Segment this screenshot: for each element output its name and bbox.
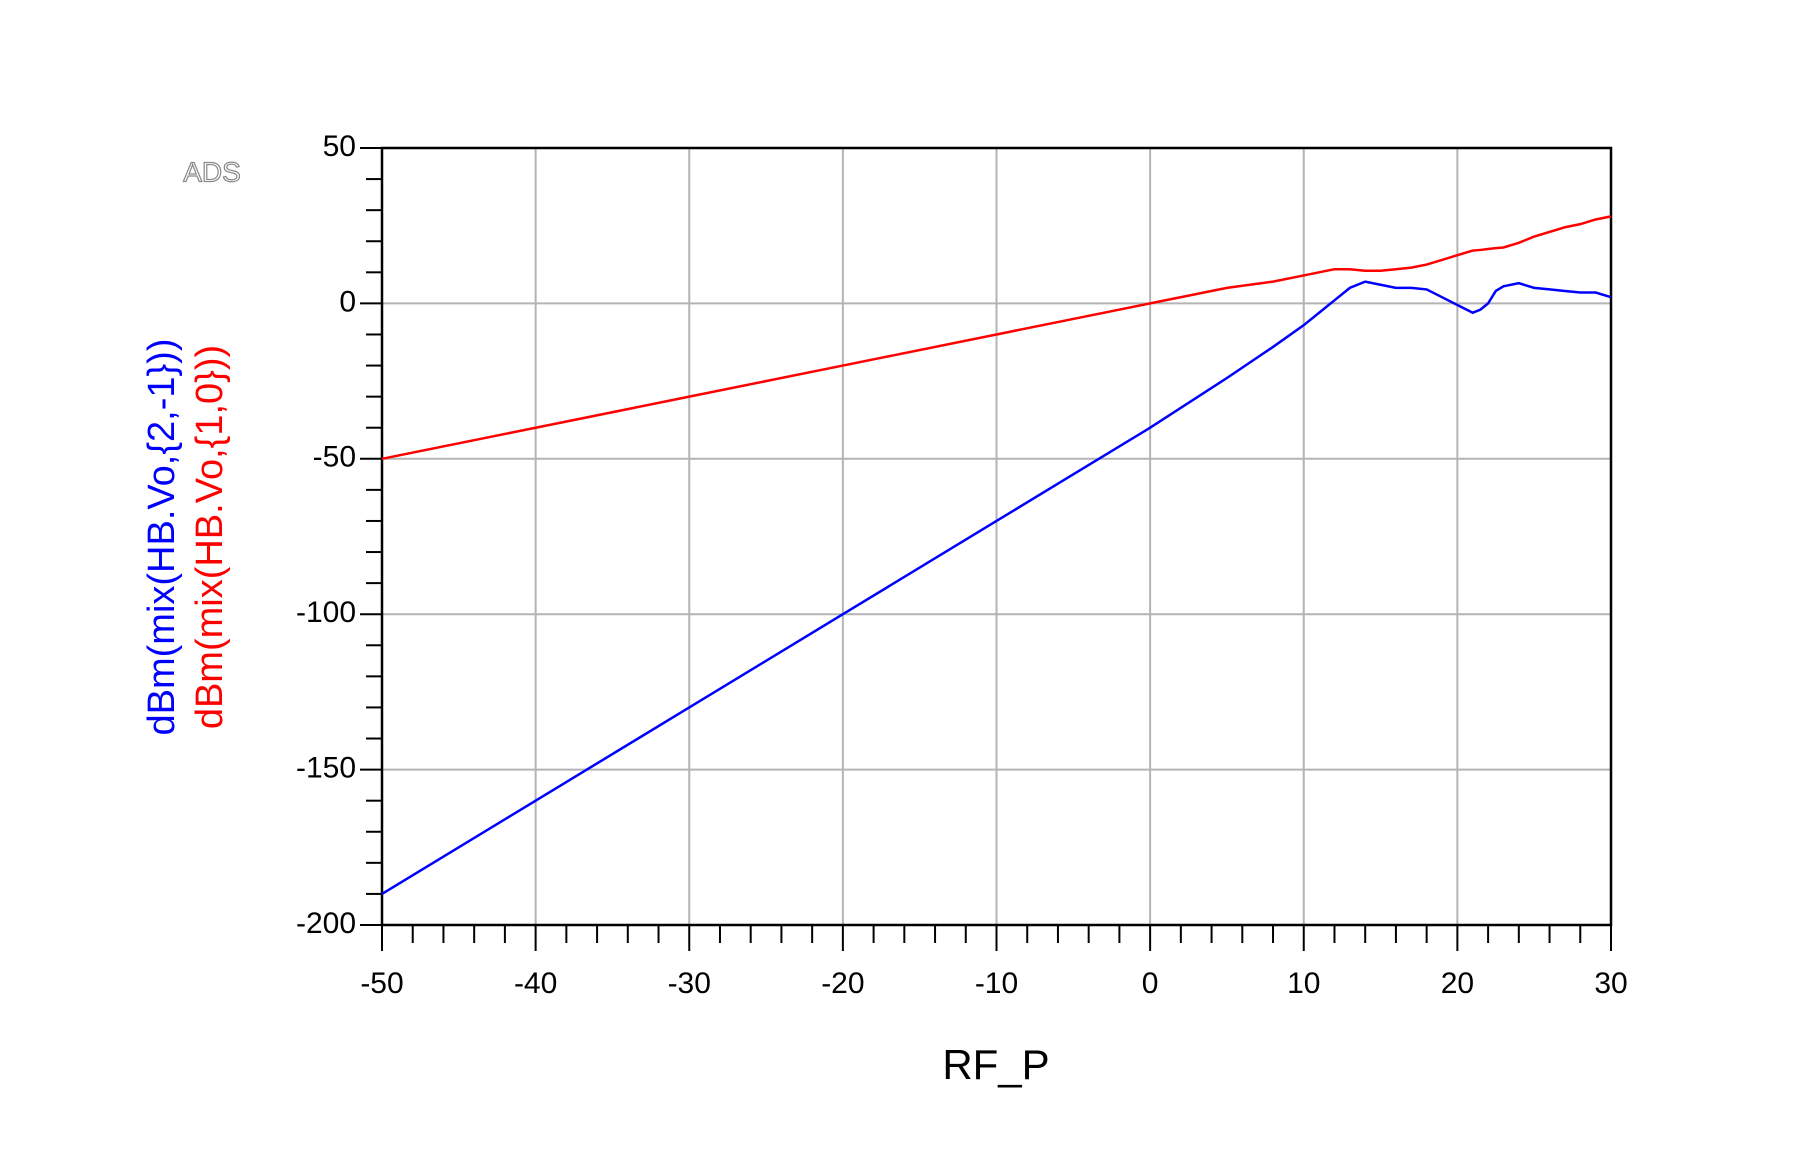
series-line <box>381 215 1612 461</box>
x-tick-label: 30 <box>1594 967 1627 1000</box>
x-tick-label: -50 <box>360 967 403 1000</box>
y-tick-label: -200 <box>296 907 356 940</box>
x-tick-label: 10 <box>1287 967 1320 1000</box>
x-tick-label: -10 <box>975 967 1018 1000</box>
plot-frame <box>380 146 1613 927</box>
x-tick-label: -30 <box>668 967 711 1000</box>
y-tick-label: -100 <box>296 596 356 629</box>
y-tick-label: 0 <box>339 285 356 318</box>
x-tick-label: 20 <box>1441 967 1474 1000</box>
y-tick-label: -50 <box>313 441 356 474</box>
x-axis-title: RF_P <box>942 1041 1049 1088</box>
series-line <box>381 280 1612 895</box>
y-axis-title: dBm(mix(HB.Vo,{2,-1})) <box>141 339 183 736</box>
y-tick-label: 50 <box>323 130 356 163</box>
x-tick-label: 0 <box>1142 967 1159 1000</box>
y-axis-title: dBm(mix(HB.Vo,{1,0})) <box>189 345 231 729</box>
y-tick-label: -150 <box>296 752 356 785</box>
watermark: ADS <box>183 156 241 187</box>
x-tick-label: -40 <box>514 967 557 1000</box>
x-tick-label: -20 <box>821 967 864 1000</box>
